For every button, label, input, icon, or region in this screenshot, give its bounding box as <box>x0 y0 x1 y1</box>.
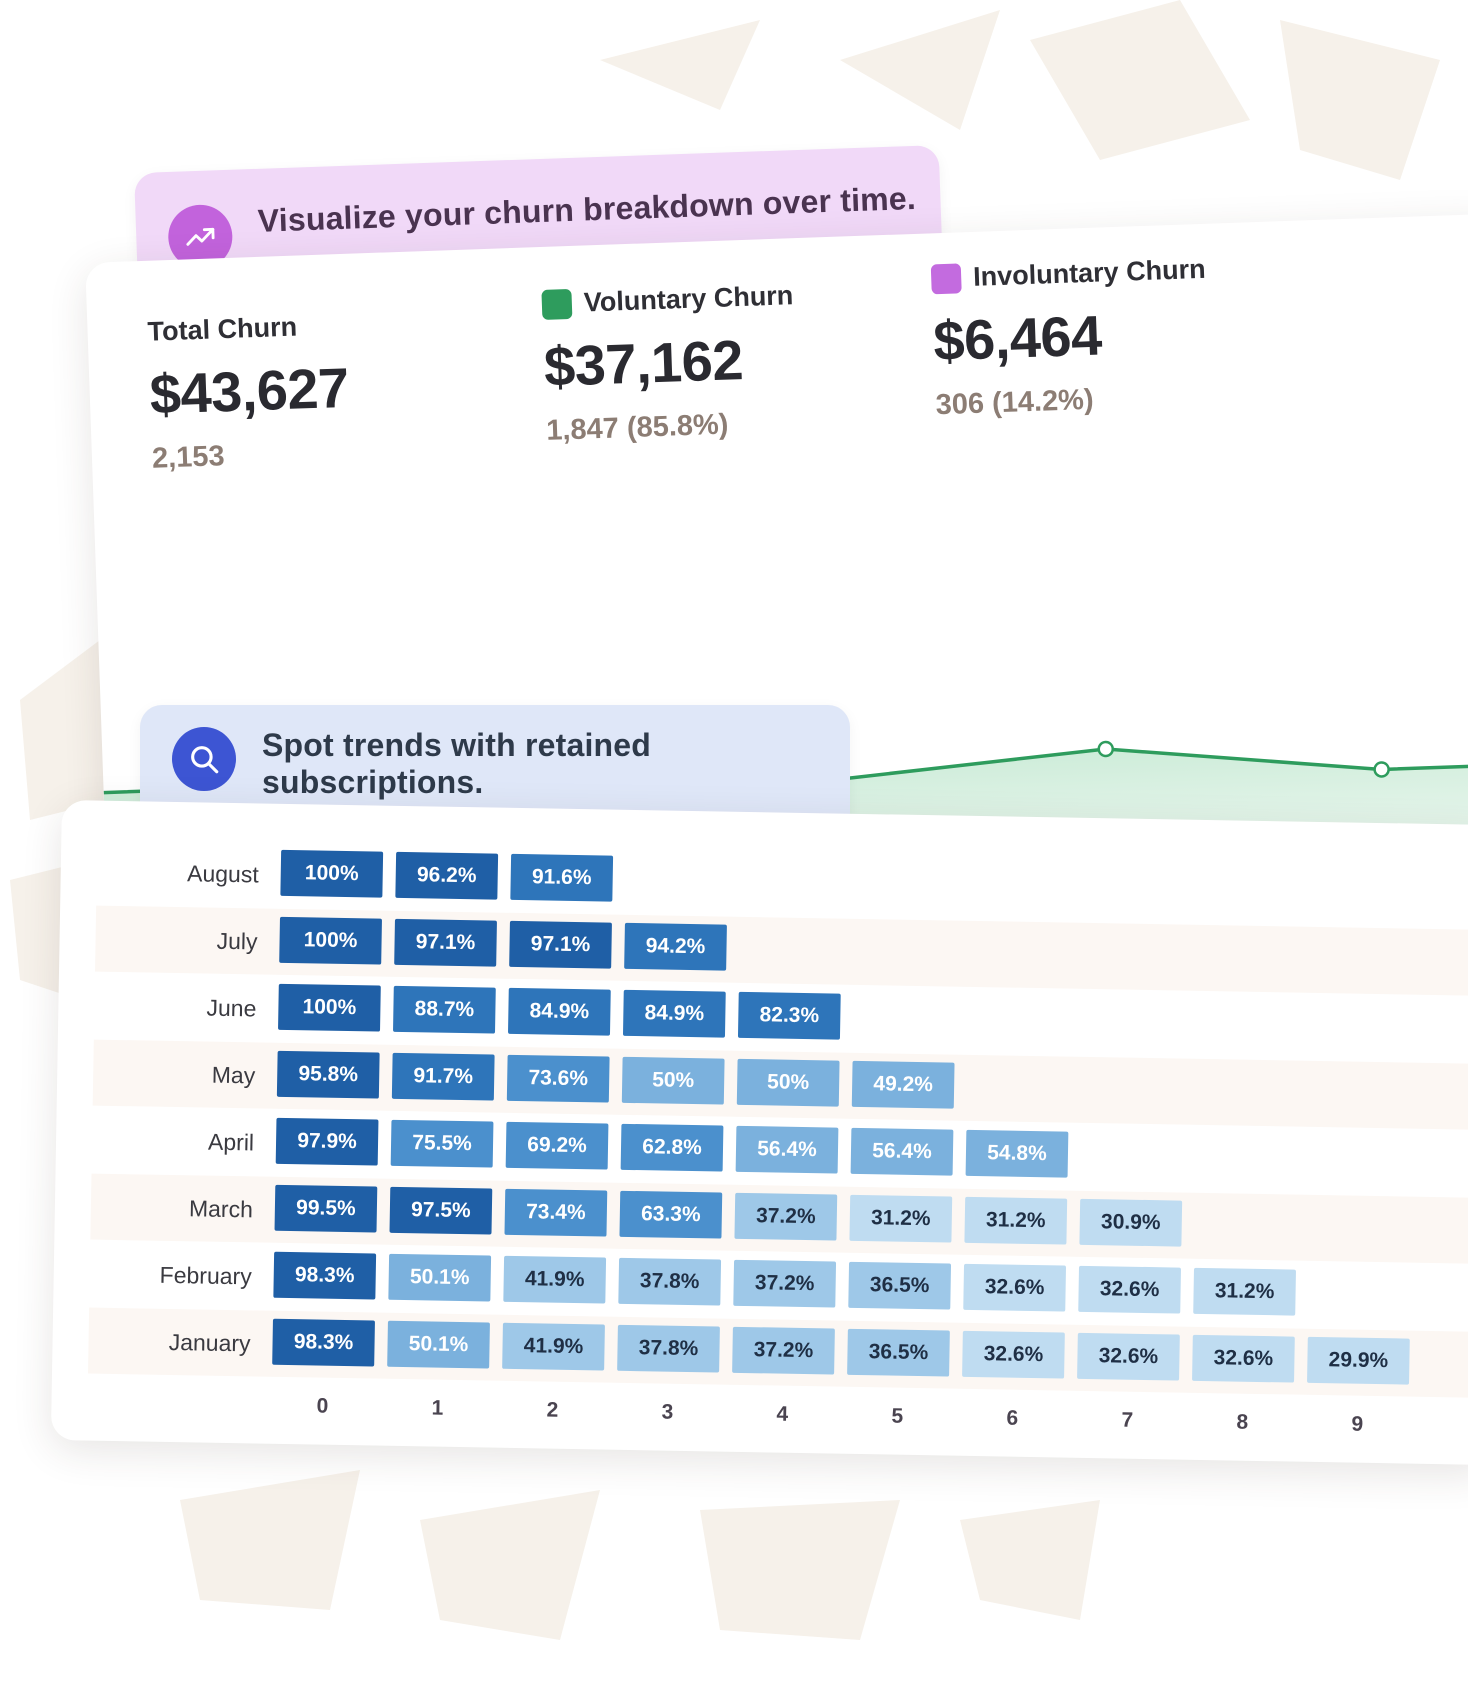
retention-x-label: 5 <box>891 1404 904 1428</box>
retention-x-label: 3 <box>661 1400 674 1424</box>
retention-cell: 95.8% <box>276 1050 380 1099</box>
churn-banner: Visualize your churn breakdown over time… <box>134 145 944 324</box>
retention-cell: 73.4% <box>504 1188 608 1237</box>
retention-cell: 49.2% <box>851 1060 955 1109</box>
retention-row-label: August <box>186 860 259 888</box>
retention-cell: 62.8% <box>620 1123 724 1172</box>
retention-row-label: May <box>211 1061 256 1089</box>
retention-cell: 84.9% <box>507 987 611 1036</box>
involuntary-churn-label-row: Involuntary Churn <box>930 253 1207 295</box>
retention-cell: 73.6% <box>506 1054 610 1103</box>
voluntary-point <box>1097 740 1115 758</box>
retention-cell: 54.8% <box>965 1129 1069 1178</box>
retention-x-label: 2 <box>546 1398 559 1422</box>
retention-row-label: July <box>216 927 258 955</box>
retention-cell: 97.1% <box>394 918 497 967</box>
retention-cell: 99.5% <box>274 1184 378 1233</box>
voluntary-point <box>1373 761 1390 778</box>
retention-cell: 56.4% <box>850 1127 954 1176</box>
voluntary-churn-label-row: Voluntary Churn <box>541 280 794 320</box>
voluntary-churn-value: $37,162 <box>542 328 744 398</box>
retention-x-label: 1 <box>431 1396 444 1420</box>
retention-cell: 50.1% <box>387 1320 490 1369</box>
retention-banner-text: Spot trends with retained subscriptions. <box>262 727 652 800</box>
retention-cell: 96.2% <box>395 851 499 900</box>
retention-cell: 50% <box>621 1056 725 1105</box>
total-churn-count: 2,153 <box>151 440 226 475</box>
retention-cell: 88.7% <box>393 985 496 1034</box>
retention-cell: 37.8% <box>617 1324 720 1373</box>
retention-row-label: March <box>188 1195 254 1223</box>
retention-x-label: 7 <box>1121 1408 1134 1432</box>
retention-cell: 100% <box>279 916 382 965</box>
retention-cell: 94.2% <box>624 922 727 971</box>
voluntary-churn-metric: Voluntary Churn $37,162 1,847 (85.8%) <box>541 280 798 448</box>
voluntary-churn-count: 1,847 (85.8%) <box>545 408 729 447</box>
retention-cell: 69.2% <box>505 1121 609 1170</box>
trending-up-icon <box>167 203 234 270</box>
retention-cell: 91.7% <box>391 1052 495 1101</box>
churn-banner-text: Visualize your churn breakdown over time… <box>257 179 917 239</box>
retention-row-label: February <box>159 1261 252 1290</box>
retention-cell: 32.6% <box>1192 1334 1295 1383</box>
retention-cell: 50% <box>736 1058 840 1107</box>
retention-cell: 100% <box>280 849 384 898</box>
retention-cell: 32.6% <box>1078 1265 1182 1314</box>
retention-x-label: 8 <box>1236 1410 1249 1434</box>
retention-cell: 32.6% <box>962 1330 1065 1379</box>
retention-cell: 37.2% <box>733 1259 837 1308</box>
involuntary-churn-metric: Involuntary Churn $6,464 306 (14.2%) <box>930 253 1211 422</box>
retention-cell: 100% <box>278 983 381 1032</box>
retention-cell: 98.3% <box>272 1318 375 1367</box>
retention-cell: 37.2% <box>734 1192 838 1241</box>
total-churn-label: Total Churn <box>147 311 298 347</box>
retention-cell: 37.8% <box>618 1257 722 1306</box>
involuntary-churn-count: 306 (14.2%) <box>935 383 1095 422</box>
retention-card: August 100% 96.2% 91.6% July 100% 97.1% 97.1% 94… <box>50 800 1468 1466</box>
retention-cell: 91.6% <box>510 853 614 902</box>
voluntary-swatch-icon <box>541 288 573 320</box>
retention-cell: 63.3% <box>619 1190 723 1239</box>
retention-cell: 30.9% <box>1079 1198 1183 1247</box>
retention-x-label: 9 <box>1351 1412 1364 1436</box>
retention-cell: 56.4% <box>735 1125 839 1174</box>
retention-cell: 36.5% <box>848 1261 952 1310</box>
retention-cell: 50.1% <box>388 1253 492 1302</box>
retention-row-label: January <box>168 1328 251 1357</box>
involuntary-churn-label: Involuntary Churn <box>972 253 1207 292</box>
retention-cell: 36.5% <box>847 1328 950 1377</box>
retention-cell: 82.3% <box>737 991 841 1040</box>
retention-x-label: 4 <box>776 1402 789 1426</box>
retention-cell: 41.9% <box>502 1322 605 1371</box>
retention-cell: 32.6% <box>963 1263 1067 1312</box>
retention-cell: 41.9% <box>503 1255 607 1304</box>
retention-cell: 29.9% <box>1307 1336 1410 1385</box>
retention-cell: 31.2% <box>849 1194 953 1243</box>
retention-cell: 97.1% <box>509 920 612 969</box>
retention-cell: 31.2% <box>964 1196 1068 1245</box>
total-churn-value: $43,627 <box>148 355 350 426</box>
retention-cell: 32.6% <box>1077 1332 1180 1381</box>
involuntary-swatch-icon <box>930 262 962 294</box>
retention-x-label: 6 <box>1006 1406 1019 1430</box>
retention-cell: 31.2% <box>1193 1267 1296 1316</box>
retention-cell: 75.5% <box>390 1119 494 1168</box>
retention-cell: 84.9% <box>622 989 726 1038</box>
search-icon <box>172 727 236 791</box>
retention-x-label: 0 <box>316 1394 329 1418</box>
involuntary-churn-value: $6,464 <box>932 303 1103 373</box>
retention-cell: 97.5% <box>389 1186 493 1235</box>
retention-cell: 97.9% <box>275 1117 379 1166</box>
retention-cell: 37.2% <box>732 1326 835 1375</box>
retention-row-label: April <box>207 1128 255 1156</box>
retention-row-label: June <box>206 994 257 1022</box>
total-churn-metric: Total Churn $43,627 2,153 <box>147 310 351 476</box>
retention-cell: 98.3% <box>273 1251 377 1300</box>
voluntary-churn-label: Voluntary Churn <box>583 280 794 318</box>
